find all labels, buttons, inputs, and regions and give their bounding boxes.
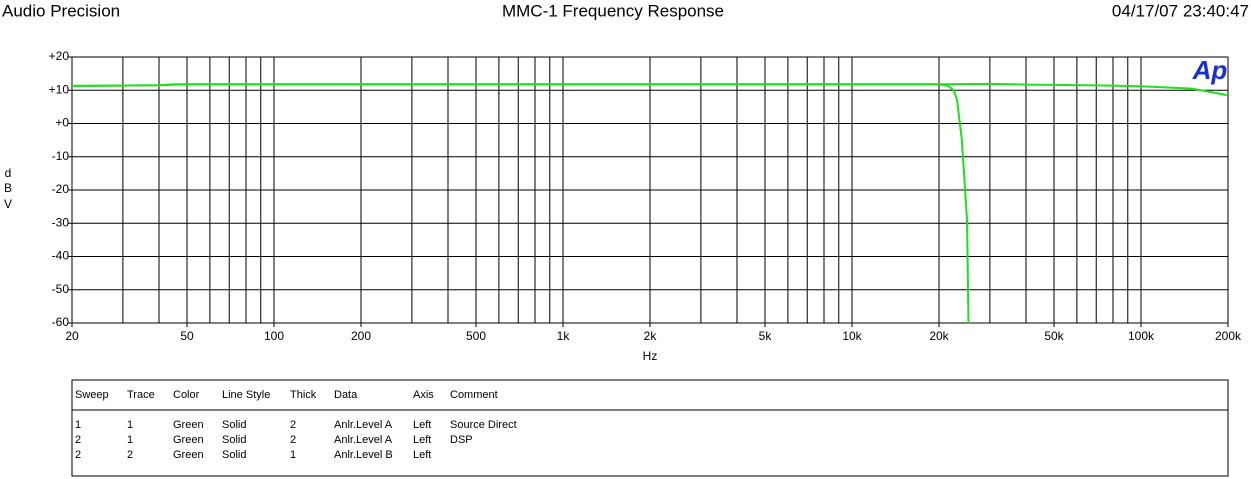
y-axis-label: d [5,166,12,180]
y-tick-label: -60 [52,315,70,329]
table-header: Color [173,389,200,401]
x-tick-label: 200k [1215,329,1242,343]
table-cell: Green [173,419,204,431]
table-cell: Solid [222,434,246,446]
table-cell: Anlr.Level A [334,419,393,431]
table-cell: 1 [127,434,133,446]
table-cell: 2 [75,449,81,461]
table-cell: Left [413,419,431,431]
trace [71,83,970,324]
table-cell: Green [173,434,204,446]
y-tick-label: +10 [49,82,70,96]
table-cell: 2 [75,434,81,446]
x-tick-label: 100 [264,329,284,343]
x-tick-label: 100k [1128,329,1155,343]
x-tick-label: 50 [180,329,194,343]
table-cell: DSP [450,434,473,446]
table-cell: 1 [75,419,81,431]
y-tick-label: +0 [55,116,69,130]
table-cell: Source Direct [450,419,517,431]
table-cell: 2 [290,419,296,431]
x-tick-label: 200 [351,329,371,343]
table-header: Sweep [75,389,109,401]
timestamp: 04/17/07 23:40:47 [1112,1,1249,20]
x-tick-label: 5k [759,329,773,343]
table-header: Axis [413,389,434,401]
x-tick-label: 50k [1044,329,1064,343]
chart-title: MMC-1 Frequency Response [502,1,724,20]
brand: Audio Precision [2,1,120,20]
x-tick-label: 500 [466,329,486,343]
logo: Ap [1192,55,1228,85]
x-tick-label: 20k [929,329,949,343]
table-header: Trace [127,389,155,401]
x-tick-label: 2k [644,329,658,343]
y-tick-label: +20 [49,49,70,63]
table-cell: 1 [290,449,296,461]
table-header: Data [334,389,358,401]
y-axis-label: V [4,197,12,211]
y-tick-label: -10 [52,149,70,163]
table-cell: 2 [290,434,296,446]
y-tick-label: -20 [52,182,70,196]
y-tick-label: -40 [52,249,70,263]
x-axis-label: Hz [643,349,658,363]
table-cell: Left [413,449,431,461]
x-tick-label: 1k [557,329,571,343]
table-header: Line Style [222,389,270,401]
table-header: Comment [450,389,498,401]
x-tick-label: 20 [65,329,79,343]
table-frame [71,379,1229,477]
x-tick-label: 10k [842,329,862,343]
table-cell: Solid [222,419,246,431]
table-cell: Anlr.Level A [334,434,393,446]
table-cell: Anlr.Level B [334,449,393,461]
table-cell: Solid [222,449,246,461]
y-tick-label: -30 [52,215,70,229]
table-header: Thick [290,389,317,401]
table-cell: 1 [127,419,133,431]
table-cell: 2 [127,449,133,461]
table-cell: Green [173,449,204,461]
y-axis-label: B [4,181,12,195]
y-tick-label: -50 [52,282,70,296]
table-cell: Left [413,434,431,446]
